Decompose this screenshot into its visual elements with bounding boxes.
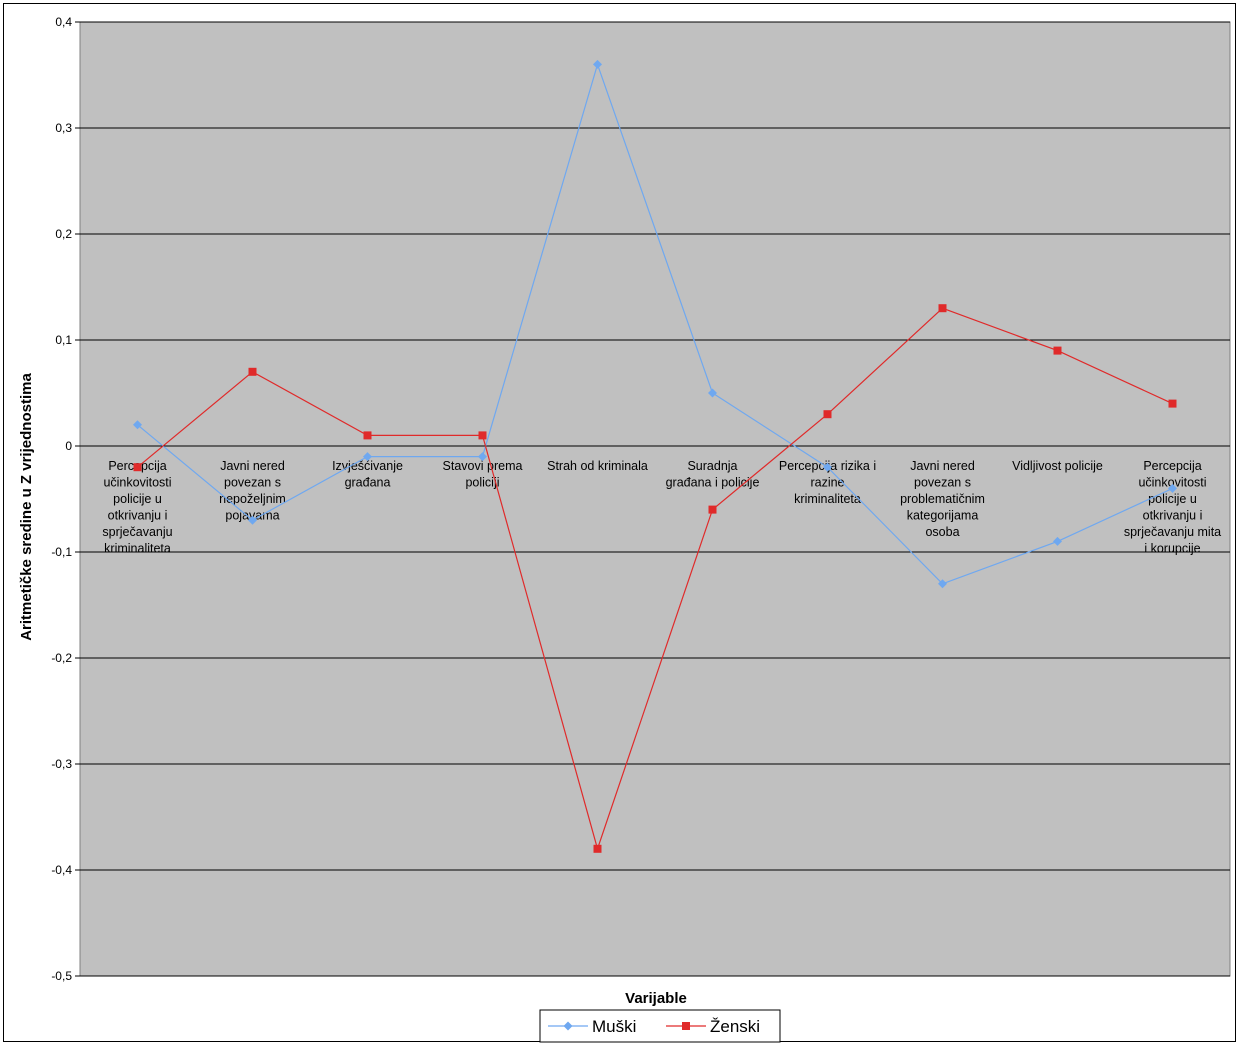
x-axis-title: Varijable (625, 990, 687, 1007)
data-point (708, 388, 717, 398)
y-tick-label: -0,2 (51, 651, 72, 665)
y-tick-labels: 0,4 0,3 0,2 0,1 0 -0,1 -0,2 -0,3 -0,4 -0,5 (51, 15, 72, 983)
data-point (938, 579, 947, 589)
category-label: Vidljivost policije (1012, 459, 1103, 473)
y-tick-label: -0,1 (51, 545, 72, 559)
y-tick-label: -0,3 (51, 757, 72, 771)
data-point (478, 452, 487, 462)
y-tick-label: 0 (65, 439, 72, 453)
y-axis-title: Aritmetičke sredine u Z vrijednostima (18, 373, 35, 641)
category-label: Javni nered povezan s nepoželjnim pojavama (219, 459, 286, 523)
y-tick-label: -0,5 (51, 969, 72, 983)
y-tick-label: 0,1 (55, 333, 72, 347)
legend: Muški Ženski (539, 1009, 781, 1043)
legend-marker (563, 1021, 573, 1031)
series-line-2 (137, 307, 1173, 851)
data-point (593, 59, 602, 69)
plot-area (79, 21, 1231, 977)
legend-marker (682, 1022, 690, 1030)
data-point (1168, 483, 1177, 493)
data-point (708, 505, 717, 514)
data-point (478, 431, 487, 440)
category-label: Strah od kriminala (547, 459, 648, 473)
y-tick-label: 0,2 (55, 227, 72, 241)
data-point (823, 410, 832, 419)
series-line-1 (137, 62, 1173, 585)
category-label: Javni nered povezan s problematičnim katego… (900, 459, 985, 539)
series-points (133, 59, 1177, 853)
data-point (938, 304, 947, 313)
series-lines (137, 62, 1173, 851)
y-tick-label: 0,3 (55, 121, 72, 135)
y-tick-label: 0,4 (55, 15, 72, 29)
data-point (593, 844, 602, 853)
y-tick-label: -0,4 (51, 863, 72, 877)
data-point (1053, 536, 1062, 546)
data-point (823, 462, 832, 472)
data-point (133, 420, 142, 430)
data-point (363, 452, 372, 462)
category-label: Stavovi prema policiji (443, 459, 523, 490)
data-point (1053, 346, 1062, 355)
legend-label: Muški (592, 1017, 636, 1036)
data-point (133, 463, 142, 472)
data-point (248, 515, 257, 525)
category-label: Izvješćivanje građana (332, 459, 403, 490)
legend-label: Ženski (710, 1017, 760, 1036)
data-point (363, 431, 372, 440)
grid-lines (75, 21, 1230, 977)
data-point (1168, 399, 1177, 408)
data-point (248, 367, 257, 376)
category-label: Suradnja građana i policije (666, 459, 760, 490)
